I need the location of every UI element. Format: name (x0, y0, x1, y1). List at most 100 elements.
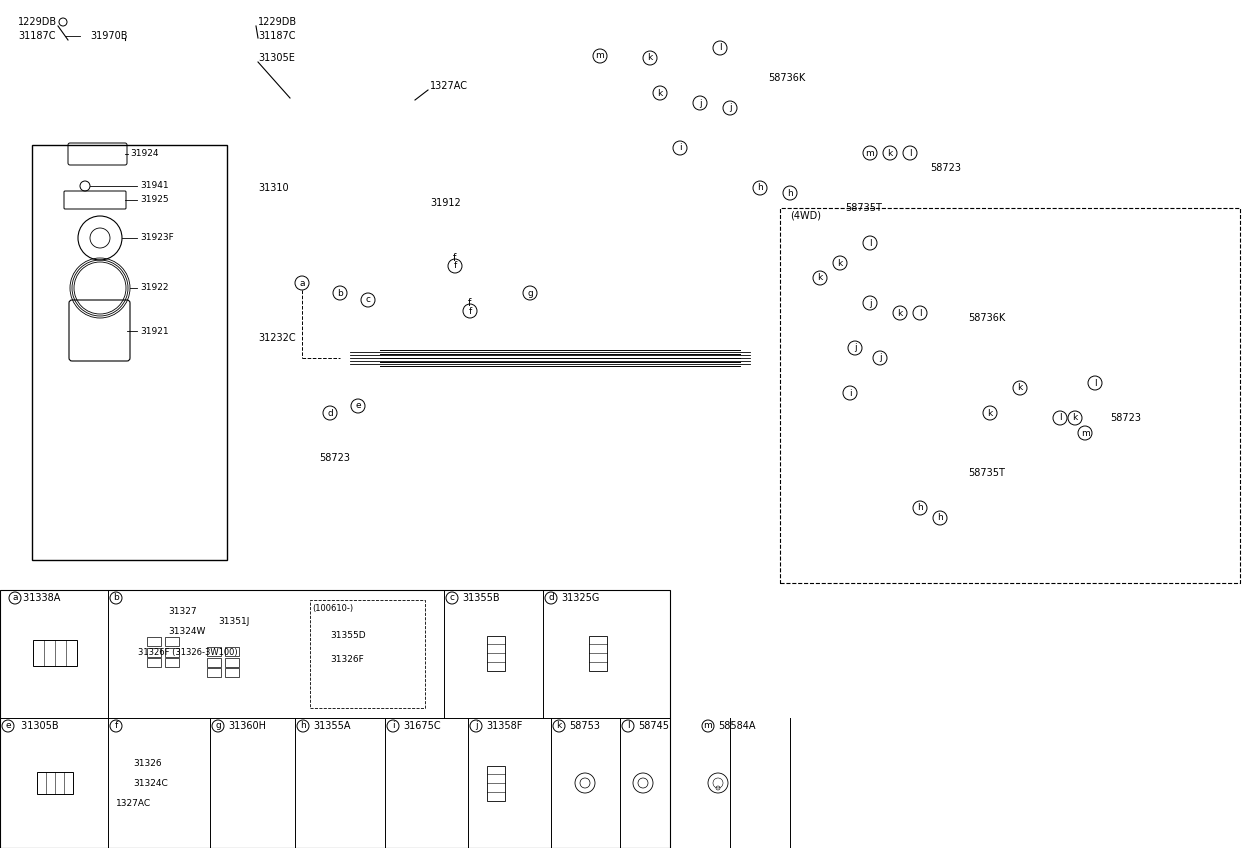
Text: 31324C: 31324C (133, 778, 167, 788)
Text: 58723: 58723 (1110, 413, 1141, 423)
Text: k: k (818, 274, 823, 282)
Text: 31351J: 31351J (218, 617, 249, 627)
Text: 58736K: 58736K (967, 313, 1005, 323)
Text: h: h (937, 514, 944, 522)
Bar (225, 657, 239, 667)
Text: b: b (337, 288, 343, 298)
Text: 31325G: 31325G (561, 593, 599, 603)
Text: 31355D: 31355D (330, 631, 366, 639)
Text: h: h (788, 188, 793, 198)
Text: 31187C: 31187C (18, 31, 55, 41)
Text: k: k (887, 148, 893, 158)
Text: j: j (474, 722, 477, 730)
Text: 31912: 31912 (430, 198, 460, 208)
Bar (147, 648, 161, 656)
Bar (147, 658, 161, 667)
Text: k: k (838, 259, 843, 267)
Text: c: c (449, 594, 454, 602)
Text: i: i (678, 143, 682, 153)
Text: j: j (878, 354, 882, 362)
Text: h: h (301, 722, 306, 730)
Text: 31355B: 31355B (462, 593, 499, 603)
Text: i: i (391, 722, 394, 730)
Text: l: l (718, 43, 721, 53)
Text: e: e (355, 401, 361, 410)
Text: j: j (728, 103, 731, 113)
Text: a: a (13, 594, 18, 602)
Bar (225, 647, 239, 656)
Bar (208, 647, 221, 656)
Text: m: m (866, 148, 874, 158)
Text: 58723: 58723 (320, 453, 351, 463)
Bar (780, 208, 1240, 583)
Text: 31970B: 31970B (91, 31, 127, 41)
Text: 31360H: 31360H (228, 721, 265, 731)
Text: b: b (113, 594, 118, 602)
Text: 31187C: 31187C (258, 31, 296, 41)
Text: g: g (215, 722, 221, 730)
Bar (31, 145, 226, 560)
Bar (225, 668, 239, 678)
Text: 31922: 31922 (140, 283, 169, 293)
Text: 1327AC: 1327AC (116, 799, 151, 807)
Text: 31305E: 31305E (258, 53, 294, 63)
Text: f: f (468, 298, 472, 308)
Text: k: k (1018, 383, 1023, 393)
Text: 31355A: 31355A (313, 721, 351, 731)
Text: 1327AC: 1327AC (430, 81, 468, 91)
Bar (147, 637, 161, 646)
Text: m: m (1081, 428, 1089, 438)
Text: j: j (854, 343, 857, 353)
Bar (309, 600, 425, 708)
Text: f: f (453, 253, 457, 263)
Text: 58584A: 58584A (718, 721, 756, 731)
Text: 31326: 31326 (133, 758, 161, 767)
Text: d: d (327, 409, 333, 417)
Text: a: a (299, 278, 304, 287)
Text: f: f (468, 306, 472, 315)
Text: 1229DB: 1229DB (18, 17, 57, 27)
Text: 1229DB: 1229DB (258, 17, 297, 27)
Text: (100610-): (100610-) (312, 604, 353, 612)
Text: 58745: 58745 (638, 721, 669, 731)
Text: 58735T: 58735T (845, 203, 882, 213)
Text: (4WD): (4WD) (790, 211, 821, 221)
Text: l: l (908, 148, 911, 158)
Text: k: k (1072, 414, 1078, 422)
Text: 31324W: 31324W (169, 628, 205, 637)
Text: 58735T: 58735T (967, 468, 1005, 478)
Text: 31326F (31326-3W100): 31326F (31326-3W100) (138, 648, 238, 656)
Text: k: k (648, 53, 653, 63)
Text: 31924: 31924 (130, 149, 159, 159)
Text: 31925: 31925 (140, 196, 169, 204)
Text: m: m (703, 722, 712, 730)
Text: 58723: 58723 (930, 163, 961, 173)
Text: e: e (5, 722, 11, 730)
Bar (589, 635, 608, 671)
Text: 31675C: 31675C (403, 721, 440, 731)
Bar (165, 637, 180, 646)
Text: 58736K: 58736K (767, 73, 805, 83)
Text: f: f (453, 261, 457, 271)
Text: 31310: 31310 (258, 183, 288, 193)
Text: 31232C: 31232C (258, 333, 296, 343)
Text: f: f (114, 722, 118, 730)
Text: c: c (366, 295, 371, 304)
Text: j: j (869, 298, 872, 308)
Bar (165, 658, 180, 667)
Text: i: i (849, 388, 852, 398)
Bar (208, 668, 221, 678)
Text: l: l (918, 309, 921, 317)
Text: 58753: 58753 (569, 721, 600, 731)
Text: 31941: 31941 (140, 181, 169, 191)
Text: g: g (527, 288, 533, 298)
Text: k: k (988, 409, 993, 417)
Text: j: j (698, 98, 701, 108)
Text: 31338A: 31338A (20, 593, 60, 603)
Text: 31921: 31921 (140, 326, 169, 336)
Text: h: h (917, 504, 923, 512)
Text: 31305B: 31305B (18, 721, 59, 731)
Text: d: d (548, 594, 554, 602)
Text: 31326F: 31326F (330, 656, 364, 665)
Text: 31923F: 31923F (140, 233, 174, 243)
